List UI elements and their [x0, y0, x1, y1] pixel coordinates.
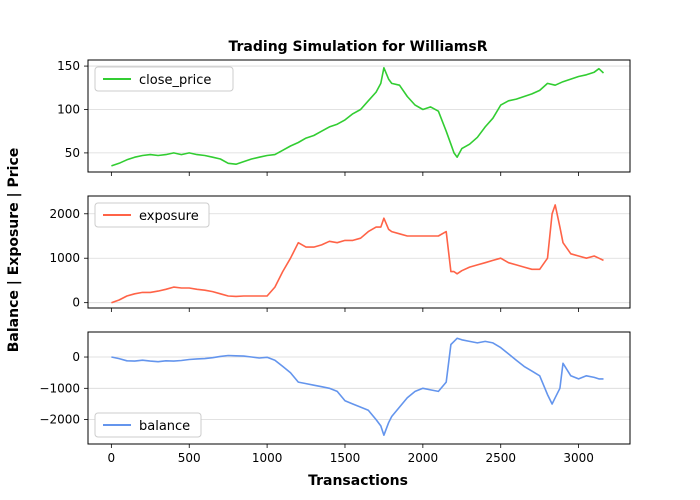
- exposure-axes-frame: [87, 195, 631, 309]
- price-ytick-label-0: 50: [65, 146, 80, 160]
- xtick-label-1: 500: [178, 451, 201, 465]
- legend-label-exposure: exposure: [139, 209, 199, 224]
- y-axis-label: Balance | Exposure | Price: [6, 148, 22, 353]
- balance-axes-frame: [87, 331, 631, 445]
- legend-label-balance: balance: [139, 419, 190, 434]
- xtick-label-6: 3000: [563, 451, 594, 465]
- panel-exposure: 0 1000 2000 exposure: [49, 195, 631, 312]
- chart-title: Trading Simulation for WilliamsR: [229, 39, 488, 55]
- exposure-ytick-label-0: 0: [72, 296, 80, 310]
- legend-label-close_price: close_price: [139, 73, 211, 88]
- series-line-balance: [111, 337, 604, 437]
- xtick-label-0: 0: [108, 451, 116, 465]
- balance-ytick-label-0: −2000: [39, 413, 80, 427]
- xtick-label-3: 1500: [330, 451, 361, 465]
- legend-box-price: [94, 66, 234, 92]
- x-axis-label: Transactions: [308, 473, 408, 489]
- panel-price: 50 100 150 close_price: [57, 59, 631, 176]
- balance-ytick-label-1: −1000: [39, 381, 80, 395]
- legend-box-exposure: [94, 202, 210, 228]
- xtick-label-2: 1000: [252, 451, 283, 465]
- price-ytick-label-2: 150: [57, 59, 80, 73]
- series-line-close_price: [111, 67, 605, 167]
- legend-balance: balance: [94, 412, 202, 438]
- price-axes-frame: [87, 59, 631, 173]
- panel-balance: −2000 −1000 0 balance: [39, 331, 631, 448]
- legend-exposure: exposure: [94, 202, 210, 228]
- price-ytick-label-1: 100: [57, 102, 80, 116]
- exposure-ytick-label-1: 1000: [49, 251, 80, 265]
- balance-ytick-label-2: 0: [72, 350, 80, 364]
- legend-box-balance: [94, 412, 202, 438]
- xtick-label-4: 2000: [408, 451, 439, 465]
- legend-price: close_price: [94, 66, 234, 92]
- xtick-label-5: 2500: [485, 451, 516, 465]
- series-line-exposure: [111, 204, 604, 304]
- panels-group: 50 100 150 close_price 0 1000 2000 exposure −200…: [39, 59, 631, 465]
- exposure-ytick-label-2: 2000: [49, 207, 80, 221]
